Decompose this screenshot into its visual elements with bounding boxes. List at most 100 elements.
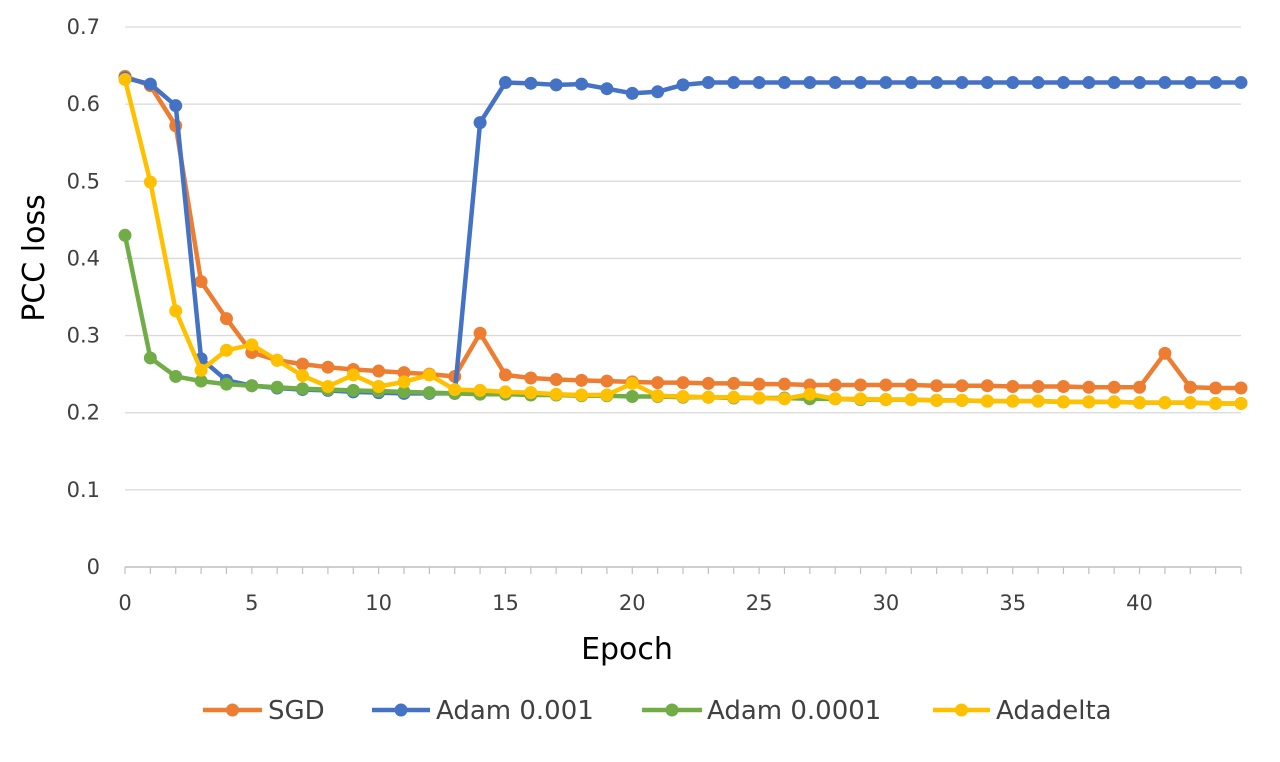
data-point-sgd — [1031, 379, 1045, 393]
series-line-adam-0-001 — [124, 75, 1241, 396]
data-point-adam-0-001 — [1133, 76, 1147, 90]
data-point-adam-0-001 — [980, 76, 994, 90]
data-point-sgd — [575, 373, 589, 387]
data-point-adadelta — [651, 389, 665, 403]
data-point-adam-0-001 — [676, 78, 690, 92]
data-point-adam-0-0001 — [270, 380, 284, 394]
data-point-adam-0-001 — [575, 77, 589, 91]
data-point-adam-0-001 — [1082, 76, 1096, 90]
legend-item-adam-0-0001: Adam 0.0001 — [642, 696, 881, 726]
data-point-adadelta — [346, 368, 360, 382]
data-point-adam-0-001 — [1056, 76, 1070, 90]
x-tick-label: 35 — [999, 591, 1026, 615]
data-point-adadelta — [169, 304, 183, 318]
data-point-sgd — [701, 376, 715, 390]
series-adam-0-001 — [118, 71, 1248, 400]
data-point-sgd — [1056, 379, 1070, 393]
data-point-sgd — [219, 312, 233, 326]
data-point-adam-0-001 — [1107, 76, 1121, 90]
data-point-sgd — [372, 364, 386, 378]
data-point-sgd — [1183, 380, 1197, 394]
series-adadelta — [118, 72, 1248, 410]
x-tick-label: 0 — [118, 591, 131, 615]
data-point-adam-0-001 — [600, 82, 614, 96]
data-point-sgd — [1107, 380, 1121, 394]
data-point-adam-0-001 — [524, 76, 538, 90]
data-point-adam-0-001 — [803, 76, 817, 90]
data-point-adadelta — [1133, 396, 1147, 410]
data-point-sgd — [676, 376, 690, 390]
data-point-sgd — [854, 378, 868, 392]
data-point-adadelta — [1158, 396, 1172, 410]
data-point-adam-0-0001 — [245, 379, 259, 393]
x-tick-label: 25 — [746, 591, 773, 615]
data-point-adam-0-001 — [651, 85, 665, 99]
data-point-adadelta — [118, 72, 132, 86]
data-point-adadelta — [803, 387, 817, 401]
data-point-sgd — [727, 376, 741, 390]
data-point-adam-0-001 — [549, 78, 563, 92]
data-point-adam-0-001 — [854, 76, 868, 90]
data-point-adadelta — [245, 338, 259, 352]
data-point-adadelta — [473, 383, 487, 397]
series-line-adadelta — [122, 78, 1241, 406]
legend-item-adadelta: Adadelta — [933, 696, 1112, 726]
data-point-adam-0-0001 — [625, 390, 639, 404]
y-tick-labels: 0 0.1 0.2 0.3 0.4 0.5 0.6 0.7 — [67, 15, 100, 579]
y-tick-label: 0.5 — [67, 169, 100, 193]
data-point-adadelta — [296, 369, 310, 383]
x-tick-label: 5 — [245, 591, 258, 615]
data-point-sgd — [473, 326, 487, 340]
data-point-adam-0-001 — [904, 76, 918, 90]
data-point-adadelta — [194, 363, 208, 377]
series-group — [118, 69, 1248, 410]
y-tick-label: 0.3 — [67, 324, 100, 348]
data-point-adam-0-001 — [1234, 76, 1248, 90]
data-point-sgd — [397, 366, 411, 380]
data-point-adam-0-001 — [701, 76, 715, 90]
data-point-adadelta — [372, 379, 386, 393]
data-point-sgd — [955, 379, 969, 393]
y-tick-label: 0.6 — [67, 92, 100, 116]
legend-swatch-marker — [226, 703, 239, 717]
data-point-adadelta — [1107, 395, 1121, 409]
data-point-adam-0-001 — [625, 86, 639, 100]
data-point-adam-0-0001 — [143, 351, 157, 365]
data-point-adadelta — [777, 392, 791, 406]
data-point-adam-0-001 — [777, 76, 791, 90]
data-point-sgd — [777, 377, 791, 391]
data-point-adam-0-001 — [1183, 76, 1197, 90]
data-point-adadelta — [752, 391, 766, 405]
data-point-adadelta — [980, 394, 994, 408]
data-point-adadelta — [448, 383, 462, 397]
data-point-sgd — [1082, 380, 1096, 394]
x-tick-label: 15 — [492, 591, 519, 615]
data-point-adam-0-0001 — [422, 386, 436, 400]
data-point-adam-0-001 — [1031, 76, 1045, 90]
data-point-sgd — [828, 378, 842, 392]
data-point-adadelta — [1209, 396, 1223, 410]
data-point-adam-0-0001 — [296, 382, 310, 396]
series-sgd — [118, 69, 1248, 395]
data-point-adadelta — [600, 388, 614, 402]
data-point-adadelta — [1082, 395, 1096, 409]
data-point-adadelta — [930, 393, 944, 407]
data-point-adadelta — [549, 387, 563, 401]
data-point-sgd — [524, 371, 538, 385]
data-point-adadelta — [625, 376, 639, 390]
data-point-sgd — [1209, 381, 1223, 395]
data-point-sgd — [803, 378, 817, 392]
x-tick-label: 30 — [873, 591, 900, 615]
legend-label: SGD — [268, 696, 325, 726]
legend: SGD Adam 0.001 Adam 0.0001 Adadelta — [203, 696, 1112, 726]
data-point-adadelta — [524, 386, 538, 400]
data-point-adadelta — [321, 379, 335, 393]
data-point-adadelta — [854, 392, 868, 406]
data-point-adadelta — [828, 392, 842, 406]
x-axis-title: Epoch — [581, 632, 673, 667]
y-tick-label: 0.4 — [67, 246, 100, 270]
data-point-adam-0-001 — [727, 76, 741, 90]
data-point-adam-0-0001 — [346, 383, 360, 397]
data-point-sgd — [498, 368, 512, 382]
